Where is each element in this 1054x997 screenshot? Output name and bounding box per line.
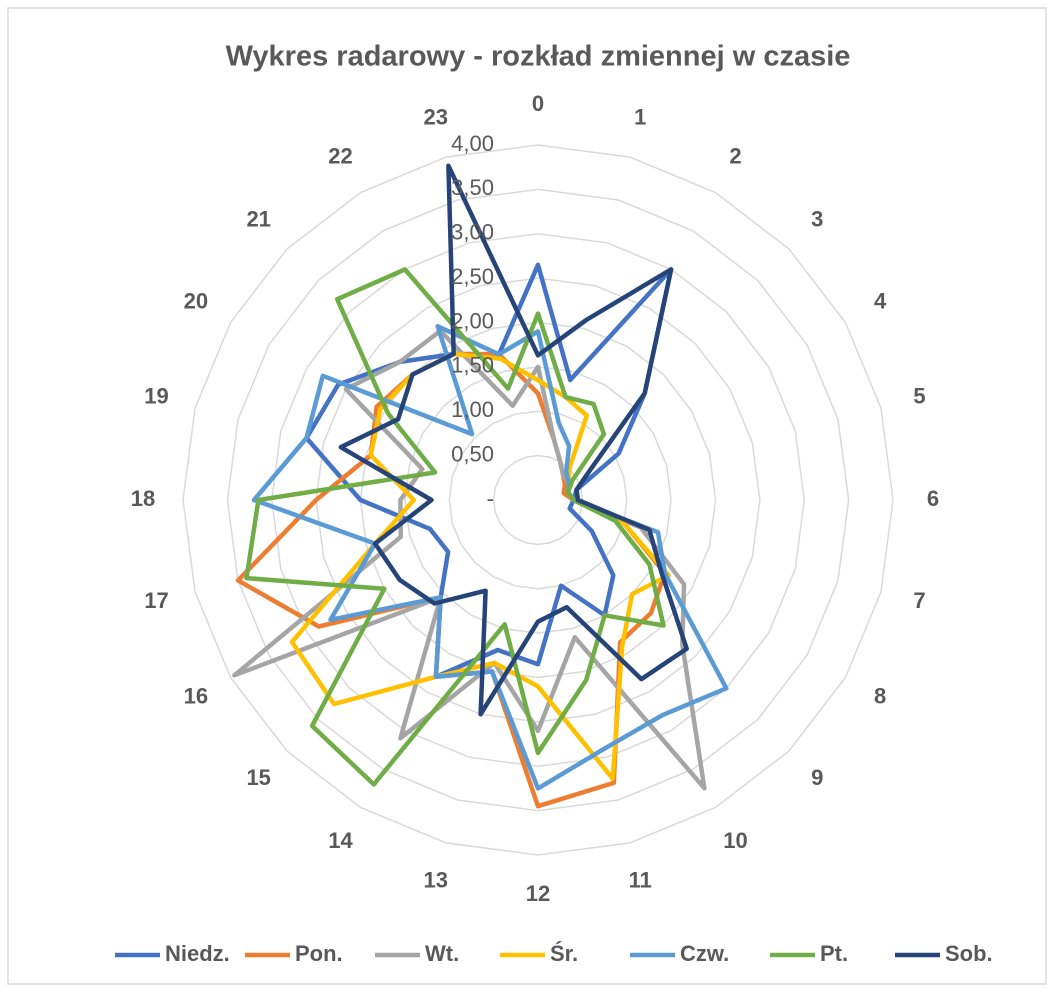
category-label: 19 <box>144 384 168 409</box>
legend-label: Wt. <box>425 941 459 966</box>
grid-ring <box>182 144 894 856</box>
legend-label: Niedz. <box>165 941 230 966</box>
series-line <box>235 351 668 809</box>
category-label: 18 <box>131 486 155 511</box>
category-label: 13 <box>424 867 448 892</box>
y-tick-label: 3,00 <box>451 220 494 245</box>
category-label: 17 <box>144 588 168 613</box>
category-label: 9 <box>811 765 823 790</box>
chart-title: Wykres radarowy - rozkład zmiennej w cza… <box>226 41 851 73</box>
y-tick-label: 1,00 <box>451 397 494 422</box>
legend-label: Czw. <box>680 941 729 966</box>
y-tick-label: - <box>487 486 494 511</box>
y-tick-label: 0,50 <box>451 441 494 466</box>
series-line <box>251 324 729 791</box>
category-label: 0 <box>532 91 544 116</box>
grid-ring <box>404 366 672 634</box>
legend-label: Pt. <box>820 941 848 966</box>
category-label: 12 <box>526 881 550 906</box>
y-tick-label: 4,00 <box>451 131 494 156</box>
legend-label: Śr. <box>550 941 578 966</box>
category-label: 10 <box>723 828 747 853</box>
category-label: 3 <box>811 207 823 232</box>
category-label: 16 <box>184 683 208 708</box>
legend-label: Pon. <box>295 941 343 966</box>
series-line <box>304 262 674 680</box>
y-tick-label: 2,00 <box>451 308 494 333</box>
grid-ring <box>226 188 850 812</box>
category-label: 21 <box>246 207 270 232</box>
series-line <box>338 163 689 717</box>
category-label: 14 <box>328 828 353 853</box>
category-label: 5 <box>913 384 925 409</box>
y-tick-label: 1,50 <box>451 353 494 378</box>
grid-ring <box>359 321 717 679</box>
series-line <box>244 267 666 787</box>
category-label: 6 <box>927 486 939 511</box>
category-label: 23 <box>424 104 448 129</box>
category-label: 11 <box>629 867 652 892</box>
category-label: 1 <box>634 104 646 129</box>
legend-label: Sob. <box>945 941 993 966</box>
category-label: 22 <box>328 144 352 169</box>
category-label: 20 <box>184 288 208 313</box>
category-label: 15 <box>246 765 270 790</box>
chart-frame <box>7 7 1047 985</box>
y-tick-label: 2,50 <box>451 264 494 289</box>
category-label: 8 <box>874 683 886 708</box>
category-label: 7 <box>913 588 925 613</box>
category-label: 2 <box>729 144 741 169</box>
category-label: 4 <box>874 288 887 313</box>
grid-ring <box>271 233 806 768</box>
y-tick-label: 3,50 <box>451 175 494 200</box>
